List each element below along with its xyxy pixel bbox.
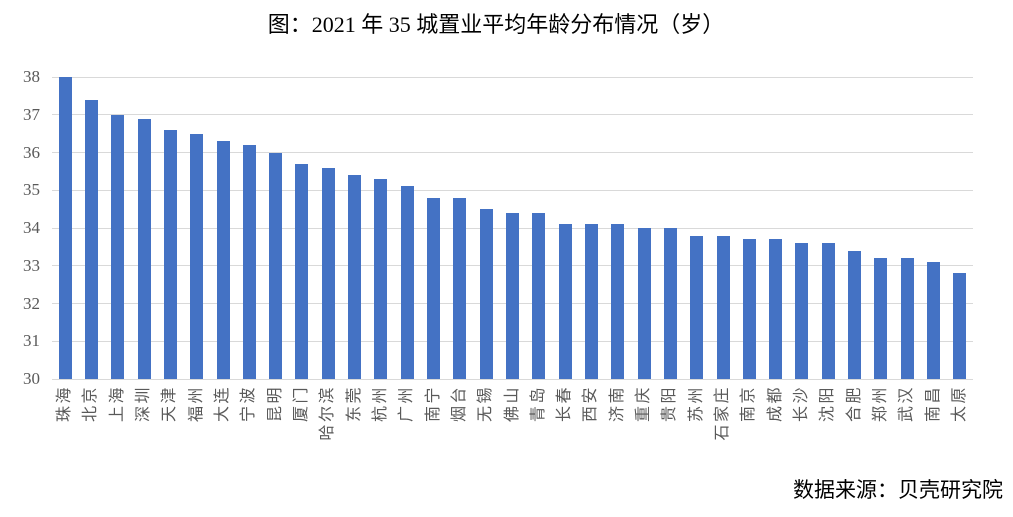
gridline [52,378,973,380]
x-axis-category-label: 珠海 [56,385,74,423]
bar [216,141,230,379]
x-axis-category-label: 杭州 [371,385,389,423]
x-axis-category-label: 武汉 [898,385,916,423]
gridline [52,114,973,116]
x-axis-category-label: 青岛 [529,385,547,423]
bar [611,224,625,379]
y-axis-tick-label: 34 [23,218,40,237]
bar [321,167,335,379]
bar [111,114,125,379]
y-axis-tick-label: 38 [23,67,40,86]
x-axis-category-label: 沈阳 [819,385,837,423]
x-axis-category-label: 深圳 [135,385,153,423]
bar [242,144,256,379]
bar [453,197,467,379]
bar [427,197,441,379]
x-axis-category-label: 厦门 [292,385,310,423]
bar [190,133,204,379]
bar [821,243,835,379]
bar [374,178,388,379]
x-axis-category-label: 福州 [187,385,205,423]
x-axis-category-label: 长春 [556,385,574,423]
y-axis-tick-label: 35 [23,180,40,200]
bar [400,186,414,379]
bar [295,163,309,379]
x-axis-category-label: 无锡 [477,385,495,423]
bar [348,175,362,379]
y-axis-tick-label: 32 [23,293,40,313]
y-axis-tick-label: 31 [23,331,40,351]
bar [874,258,888,379]
bar [663,228,677,379]
x-axis-category-label: 大连 [214,385,232,423]
bar [848,250,862,379]
x-axis-category-label: 南京 [740,385,758,423]
x-axis-category-label: 广州 [398,385,416,423]
x-axis-category-label: 上海 [108,385,126,423]
x-axis-category-label: 南宁 [424,385,442,423]
bar [506,212,519,379]
y-axis-tick-label: 37 [23,104,40,124]
bar [558,224,572,379]
gridline [52,76,973,78]
x-axis-category-label: 石家庄 [714,385,731,441]
y-axis-tick-label: 30 [23,369,40,388]
bar [163,129,177,379]
y-axis-tick-label: 36 [23,142,40,162]
bar [769,239,783,379]
bar [742,239,756,379]
bar [716,235,730,379]
bar [690,235,704,379]
bar [479,209,493,379]
bar [953,273,967,379]
gridline [52,152,973,153]
x-axis-category-label: 佛山 [503,385,521,423]
x-axis-category-label: 济南 [608,385,626,423]
x-axis-category-label: 长沙 [792,385,810,423]
bar [584,224,598,379]
x-axis-category-label: 昆明 [266,385,284,423]
x-axis-category-label: 成都 [766,385,784,423]
bar [269,152,283,379]
x-axis-category-label: 南昌 [924,385,942,423]
x-axis-category-label: 太原 [950,385,968,423]
data-source-note: 数据来源：贝壳研究院 [793,478,1003,502]
y-axis-tick-label: 33 [23,255,40,275]
x-axis-category-label: 天津 [161,385,179,423]
x-axis-category-label: 郑州 [871,385,889,423]
x-axis-category-label: 贵阳 [661,385,679,423]
x-axis-category-label: 北京 [82,385,100,423]
chart-title: 图：2021 年 35 城置业平均年龄分布情况（岁） [267,12,725,37]
bar [927,261,941,379]
x-axis-category-label: 哈尔滨 [319,385,337,441]
bar [637,228,651,379]
x-axis-category-label: 重庆 [635,385,653,423]
gridline [52,189,973,191]
bar [58,77,72,379]
bar [84,99,98,379]
x-axis-category-label: 西安 [582,385,600,423]
bar [532,212,546,379]
x-axis-category-label: 东莞 [345,385,363,423]
x-axis-category-label: 宁波 [240,385,258,423]
bar [900,258,914,379]
bar [795,243,809,379]
x-axis-category-label: 烟台 [450,385,468,423]
x-axis-category-label: 苏州 [687,385,705,423]
x-axis-category-label: 合肥 [845,385,863,423]
bar [137,118,151,379]
